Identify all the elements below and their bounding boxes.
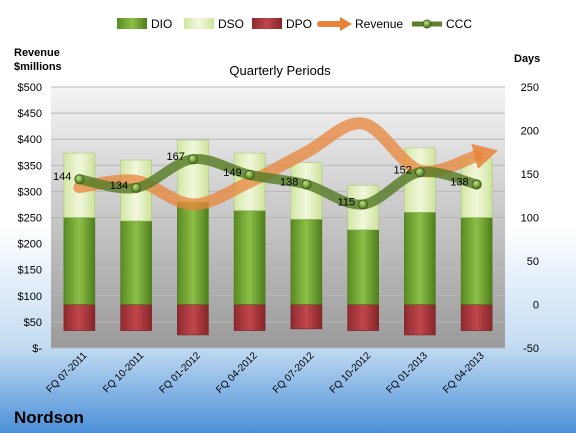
ccc-point: [358, 199, 369, 210]
left-tick-label: $400: [18, 134, 42, 146]
bar-dso: [177, 139, 209, 203]
left-tick-label: $500: [18, 82, 42, 94]
x-tick-label: FQ 01-2013: [384, 350, 430, 396]
right-tick-label: 50: [527, 256, 539, 268]
bar-dio: [120, 220, 152, 305]
ccc-line: [74, 154, 482, 210]
ccc-point: [74, 174, 85, 185]
right-tick-label: 100: [521, 213, 539, 225]
bar-dio: [63, 217, 96, 305]
bar-dpo: [177, 304, 209, 336]
legend-label-dso: DSO: [218, 17, 244, 31]
right-tick-label: 150: [521, 169, 539, 181]
ccc-data-label: 138: [280, 176, 298, 188]
ccc-point: [301, 179, 312, 190]
right-tick-label: 0: [533, 300, 539, 312]
ccc-point: [244, 169, 255, 180]
legend-label-revenue: Revenue: [355, 17, 403, 31]
x-axis-ticks: FQ 07-2011 FQ 10-2011 FQ 01-2012 FQ 04-2012…: [45, 350, 488, 396]
left-tick-label: $350: [18, 160, 42, 172]
x-tick-label: FQ 04-2013: [441, 350, 487, 396]
bar-dio: [347, 229, 379, 305]
ccc-point: [471, 179, 482, 190]
revenue-arrowhead: [471, 143, 498, 169]
legend: DIO DSO DPO Revenue CCC: [117, 17, 472, 31]
right-tick-label: 250: [521, 82, 539, 94]
bar-dpo: [404, 304, 436, 336]
bar-dpo: [233, 304, 266, 331]
right-axis-ticks: -50 0 50 100 150 200 250: [521, 82, 539, 355]
ccc-data-label: 144: [53, 171, 71, 183]
ccc-data-label: 152: [394, 164, 412, 176]
legend-label-dio: DIO: [151, 17, 172, 31]
x-tick-label: FQ 10-2012: [328, 350, 374, 396]
bar-dpo: [63, 304, 96, 331]
left-tick-label: $300: [18, 186, 42, 198]
right-tick-label: -50: [523, 343, 539, 355]
left-tick-label: $250: [18, 213, 42, 225]
ccc-data-label: 115: [338, 196, 356, 208]
ccc-data-label: 149: [223, 167, 241, 179]
bar-dio: [290, 218, 323, 305]
ccc-data-label: 138: [450, 176, 468, 188]
left-tick-label: $150: [18, 265, 42, 277]
x-tick-label: FQ 01-2012: [157, 350, 203, 396]
right-axis-label: Days: [514, 53, 540, 65]
x-tick-label: FQ 04-2012: [214, 350, 260, 396]
bar-dio: [460, 217, 493, 305]
ccc-point: [187, 154, 198, 165]
legend-swatch-ccc: [412, 19, 442, 29]
bar-dpo: [460, 304, 493, 331]
chart-title: Quarterly Periods: [229, 63, 331, 78]
bar-dio: [177, 201, 209, 305]
ccc-point: [414, 167, 425, 178]
legend-swatch-revenue: [317, 17, 352, 31]
legend-label-ccc: CCC: [446, 17, 472, 31]
left-axis-label-line2: $millions: [14, 61, 62, 73]
bar-dio: [404, 211, 436, 305]
bars: [63, 139, 493, 336]
left-axis-ticks: $- $50 $100 $150 $200 $250 $300 $350 $400 $450 $50…: [18, 82, 43, 355]
legend-swatch-dso: [184, 18, 214, 29]
ccc-data-label: 134: [110, 180, 128, 192]
left-tick-label: $450: [18, 108, 42, 120]
ccc-point: [131, 182, 142, 193]
left-tick-label: $100: [18, 291, 42, 303]
legend-label-dpo: DPO: [286, 17, 312, 31]
legend-swatch-dio: [117, 18, 147, 29]
x-tick-label: FQ 07-2011: [45, 350, 90, 395]
left-axis-label-line1: Revenue: [14, 47, 60, 59]
right-tick-label: 200: [521, 126, 539, 138]
bar-dpo: [290, 304, 323, 330]
x-tick-label: FQ 10-2011: [101, 350, 146, 395]
legend-swatch-dpo: [252, 18, 282, 29]
bar-dpo: [120, 304, 152, 331]
left-tick-label: $-: [32, 343, 42, 355]
company-name: Nordson: [14, 408, 84, 427]
ccc-data-label: 167: [167, 151, 185, 163]
x-tick-label: FQ 07-2012: [271, 350, 317, 396]
ccc-data-labels: 144 134 167 149 138 115 152 138: [53, 151, 469, 208]
bar-dpo: [347, 304, 379, 331]
left-tick-label: $50: [24, 317, 42, 329]
bar-dio: [233, 210, 266, 305]
ccc-layer: [74, 154, 482, 210]
left-tick-label: $200: [18, 239, 42, 251]
